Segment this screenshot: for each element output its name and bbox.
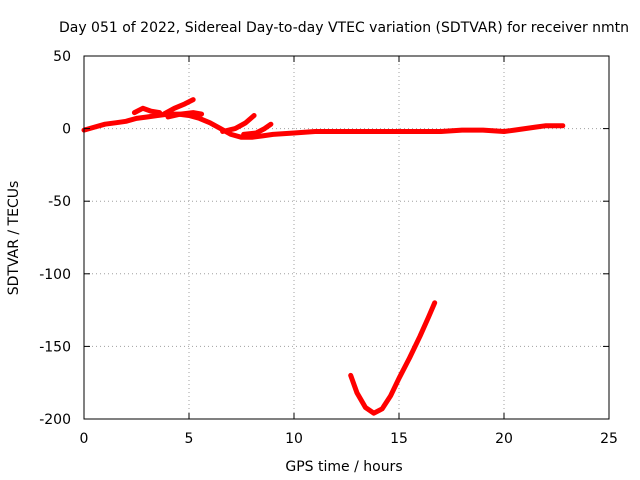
series-spike-2: [161, 97, 196, 117]
x-tick-label: 10: [285, 431, 303, 447]
y-tick-label: -50: [48, 194, 71, 210]
x-axis-title: GPS time / hours: [285, 459, 402, 475]
plot-frame: [83, 55, 610, 420]
tick-labels: 0 5 10 15 20 25 -200 -150 -100 -50 0 50: [39, 49, 618, 447]
x-tick-label: 0: [80, 431, 89, 447]
series-arc-1: [220, 113, 257, 134]
grid: [84, 56, 609, 419]
series-layer: [81, 97, 566, 416]
x-tick-label: 25: [600, 431, 618, 447]
ticks: [83, 55, 610, 420]
series-spike-1: [131, 105, 163, 116]
series-spike-3: [165, 110, 205, 120]
series-main: [81, 111, 566, 140]
x-tick-label: 20: [495, 431, 513, 447]
y-tick-label: 50: [53, 49, 71, 65]
chart-title: Day 051 of 2022, Sidereal Day-to-day VTE…: [59, 20, 629, 36]
x-tick-label: 5: [185, 431, 194, 447]
y-tick-label: -100: [39, 267, 71, 283]
x-tick-label: 15: [390, 431, 408, 447]
series-dip: [348, 300, 438, 416]
y-tick-label: -200: [39, 412, 71, 428]
y-tick-label: -150: [39, 339, 71, 355]
y-tick-label: 0: [62, 122, 71, 138]
series-arc-2: [241, 121, 274, 137]
y-axis-title: SDTVAR / TECUs: [6, 181, 22, 296]
